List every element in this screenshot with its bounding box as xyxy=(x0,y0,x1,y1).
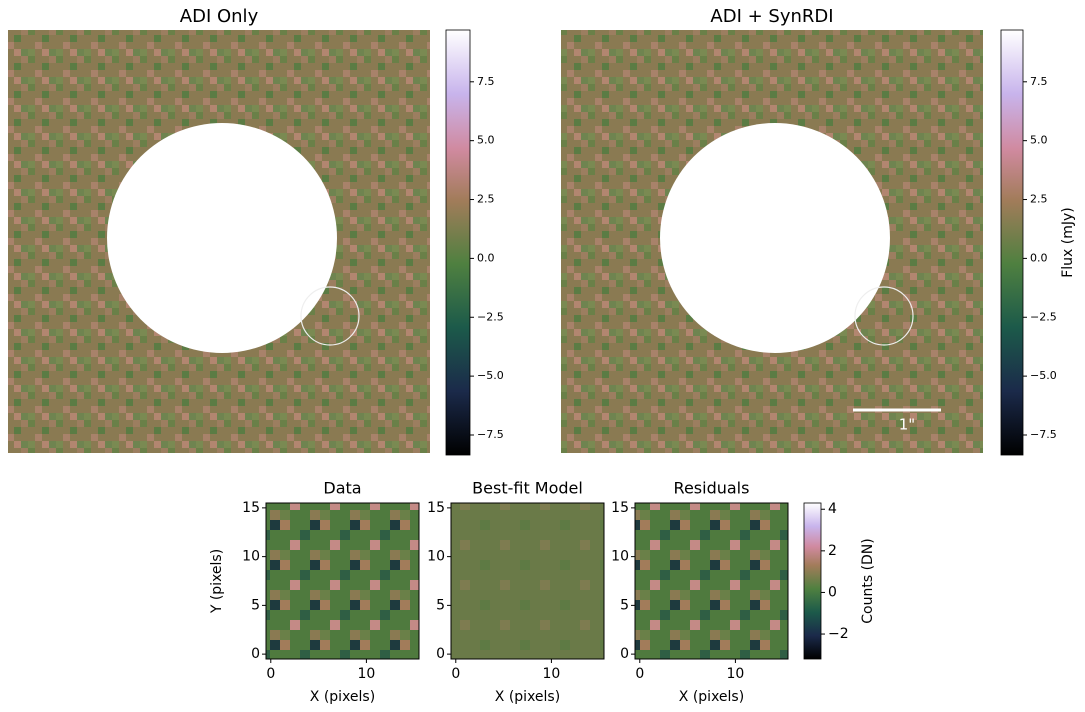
colorbar-tick-label: 5.0 xyxy=(477,134,495,147)
y-tick-label: 5 xyxy=(251,597,260,613)
colorbar-label: Counts (DN) xyxy=(860,538,876,624)
x-tick-label: 10 xyxy=(542,666,560,682)
y-tick-label: 5 xyxy=(620,597,629,613)
companion-ring xyxy=(300,286,360,346)
mask xyxy=(107,123,337,353)
colorbar-tick-label: −2 xyxy=(828,626,849,642)
colorbar-label: Flux (mJy) xyxy=(1060,207,1076,278)
colorbar-tick-label: 2 xyxy=(828,543,837,559)
x-axis-label: X (pixels) xyxy=(495,689,560,705)
companion-ring xyxy=(854,286,914,346)
y-tick-label: 0 xyxy=(436,646,445,662)
y-tick-label: 15 xyxy=(427,500,445,516)
y-axis-label: Y (pixels) xyxy=(209,549,225,614)
colorbar-tick-label: 2.5 xyxy=(477,193,495,206)
x-tick-label: 10 xyxy=(726,666,744,682)
colorbar xyxy=(1000,29,1024,456)
y-tick-label: 0 xyxy=(620,646,629,662)
x-tick-label: 0 xyxy=(266,666,275,682)
colorbar-tick-label: −2.5 xyxy=(1030,310,1057,323)
x-tick-label: 10 xyxy=(357,666,375,682)
y-tick-label: 10 xyxy=(427,549,445,565)
y-tick-label: 15 xyxy=(611,500,629,516)
colorbar xyxy=(803,502,822,660)
axes-frame xyxy=(634,502,789,660)
x-tick-label: 0 xyxy=(635,666,644,682)
colorbar-tick-label: 0.0 xyxy=(477,251,495,264)
colorbar-tick-label: 4 xyxy=(828,501,837,517)
colorbar-tick-label: 0 xyxy=(828,584,837,600)
y-tick-label: 5 xyxy=(436,597,445,613)
y-tick-label: 10 xyxy=(611,549,629,565)
colorbar-tick-label: −5.0 xyxy=(1030,369,1057,382)
panel-title: ADI Only xyxy=(180,6,259,27)
y-tick-label: 10 xyxy=(242,549,260,565)
x-axis-label: X (pixels) xyxy=(679,689,744,705)
scale-bar-label: 1" xyxy=(899,416,915,434)
y-tick-label: 0 xyxy=(251,646,260,662)
colorbar-tick-label: −7.5 xyxy=(1030,428,1057,441)
mask xyxy=(660,123,890,353)
x-axis-label: X (pixels) xyxy=(310,689,375,705)
colorbar-tick-label: 7.5 xyxy=(1030,75,1048,88)
colorbar xyxy=(445,29,471,456)
image xyxy=(451,503,604,659)
panel-title: Residuals xyxy=(674,479,750,498)
axes-frame xyxy=(265,502,420,660)
image xyxy=(266,503,419,659)
image xyxy=(635,503,788,659)
colorbar-tick-label: 2.5 xyxy=(1030,193,1048,206)
x-tick-label: 0 xyxy=(451,666,460,682)
panel-title: ADI + SynRDI xyxy=(710,6,833,27)
colorbar-tick-label: 0.0 xyxy=(1030,251,1048,264)
colorbar-tick-label: −7.5 xyxy=(477,428,504,441)
colorbar-tick-label: 5.0 xyxy=(1030,134,1048,147)
colorbar-tick-label: −5.0 xyxy=(477,369,504,382)
panel-title: Best-fit Model xyxy=(472,479,583,498)
colorbar-tick-label: 7.5 xyxy=(477,75,495,88)
panel-title: Data xyxy=(323,479,361,498)
colorbar-tick-label: −2.5 xyxy=(477,310,504,323)
axes-frame xyxy=(450,502,605,660)
y-tick-label: 15 xyxy=(242,500,260,516)
